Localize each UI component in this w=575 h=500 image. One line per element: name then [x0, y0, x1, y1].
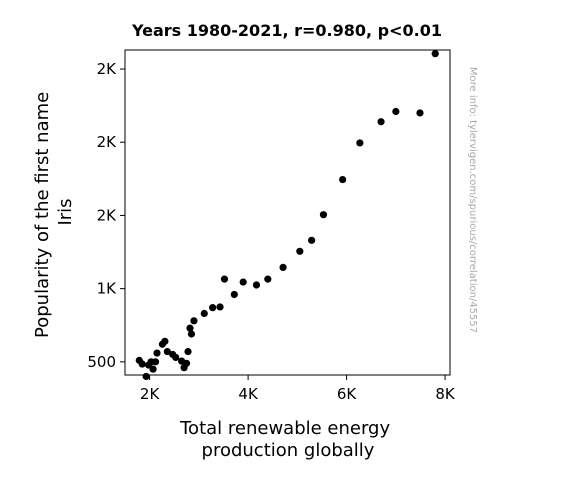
data-point — [308, 236, 316, 244]
data-point — [187, 330, 196, 338]
x-tick-label: 2K — [140, 385, 161, 403]
data-point — [186, 324, 194, 332]
y-tick-label: 2K — [97, 133, 118, 151]
y-axis-label: Popularity of the first name Iris — [32, 86, 76, 338]
data-point — [264, 275, 272, 283]
plot-area — [124, 49, 451, 376]
data-point — [142, 372, 150, 381]
data-point — [153, 349, 161, 357]
x-axis-label: Total renewable energy production global… — [179, 418, 396, 461]
data-point — [184, 347, 192, 356]
data-point — [239, 278, 247, 286]
y-axis-label-line-1: Popularity of the first name — [32, 92, 53, 338]
y-tick-label: 1K — [97, 280, 118, 298]
x-tick-label: 8K — [435, 385, 456, 403]
x-axis: 2K 4K 6K 8K — [140, 375, 456, 403]
x-axis-label-line-1: Total renewable energy — [179, 418, 390, 439]
y-tick-label: 2K — [97, 60, 118, 78]
data-point — [182, 359, 191, 367]
data-point — [151, 358, 160, 366]
data-point — [190, 317, 198, 325]
data-point — [416, 109, 424, 117]
data-point — [279, 263, 287, 271]
data-points — [135, 50, 439, 381]
y-axis-label-line-2: Iris — [55, 198, 76, 225]
chart-title: Years 1980-2021, r=0.980, p<0.01 — [131, 21, 442, 40]
data-point — [339, 175, 347, 184]
data-point — [161, 337, 169, 345]
data-point — [172, 353, 180, 362]
data-point — [220, 275, 229, 283]
data-point — [209, 304, 217, 312]
data-point — [356, 139, 364, 147]
data-point — [252, 281, 261, 289]
data-point — [392, 107, 400, 116]
x-axis-label-line-2: production globally — [202, 440, 375, 461]
data-point — [149, 365, 157, 373]
y-tick-label: 500 — [87, 353, 116, 371]
data-point — [296, 247, 304, 255]
data-point — [319, 211, 328, 219]
x-tick-label: 4K — [238, 385, 259, 403]
data-point — [377, 118, 385, 126]
y-axis: 500 1K 2K 2K 2K — [87, 60, 125, 371]
data-point — [138, 360, 146, 368]
data-point — [163, 347, 171, 356]
data-point — [230, 290, 238, 299]
x-tick-label: 6K — [337, 385, 358, 403]
y-tick-label: 2K — [97, 206, 118, 224]
data-point — [200, 309, 208, 318]
watermark-text: More info: tylervigen.com/spurious/corre… — [467, 67, 478, 333]
data-point — [431, 50, 439, 58]
data-point — [216, 303, 224, 311]
